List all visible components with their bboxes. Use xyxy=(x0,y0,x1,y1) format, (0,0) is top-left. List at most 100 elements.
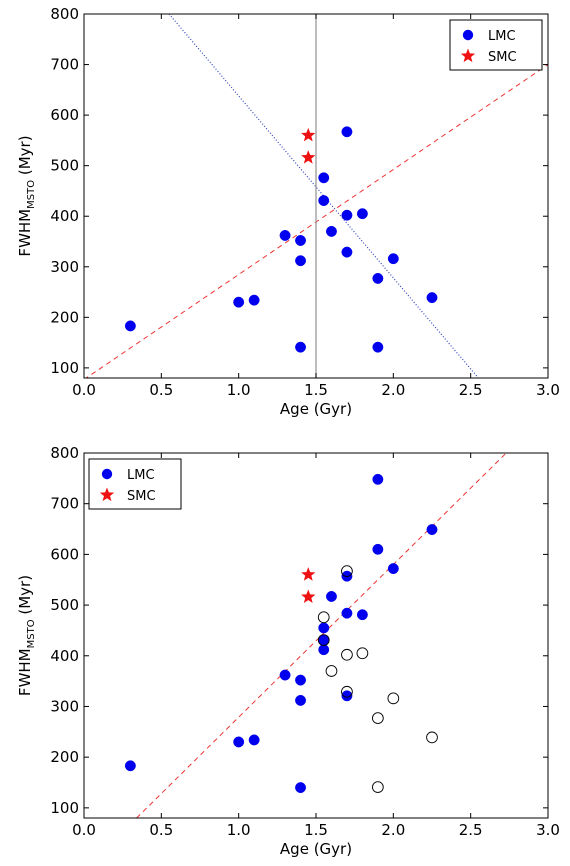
top-lmc-point xyxy=(341,126,353,138)
top-y-tick-label: 500 xyxy=(50,157,79,175)
top-lmc-point xyxy=(426,292,438,304)
bottom-lmc-point xyxy=(341,690,353,702)
bottom-x-tick-label: 0.0 xyxy=(72,821,96,839)
bottom-x-tick-label: 2.5 xyxy=(459,821,483,839)
bottom-y-axis-label-main: FWHM xyxy=(16,648,34,696)
bottom-y-tick-label: 300 xyxy=(50,697,79,715)
top-smc-point xyxy=(301,150,316,164)
bottom-lmc-point xyxy=(356,609,368,621)
bottom-lmc-point xyxy=(326,591,337,602)
top-y-tick-label: 600 xyxy=(50,106,79,124)
bottom-legend: LMC SMC xyxy=(88,458,182,510)
bottom-lmc-point xyxy=(341,607,353,619)
top-x-axis-label: Age (Gyr) xyxy=(280,400,352,418)
top-lmc-point xyxy=(372,272,384,284)
top-x-tick-label: 3.0 xyxy=(536,381,560,399)
bottom-open-circle-point xyxy=(341,685,353,698)
bottom-lmc-point xyxy=(295,694,306,706)
top-x-tick-label: 0.0 xyxy=(72,381,96,399)
bottom-x-axis-label: Age (Gyr) xyxy=(280,840,352,858)
top-lmc-point xyxy=(372,341,384,353)
top-y-axis-label: FWHMMSTO (Myr) xyxy=(16,135,37,256)
top-legend-lmc-marker xyxy=(462,29,474,41)
bottom-dashed-line xyxy=(136,453,507,818)
bottom-open-circle-point xyxy=(387,692,400,705)
bottom-y-tick-label: 600 xyxy=(50,545,79,563)
bottom-lmc-point xyxy=(372,543,384,555)
bottom-x-tick-label: 2.0 xyxy=(381,821,405,839)
bottom-y-tick-label: 200 xyxy=(50,748,79,766)
top-lmc-point xyxy=(326,225,337,237)
bottom-y-tick-label: 400 xyxy=(50,647,79,665)
top-lmc-point xyxy=(387,253,399,265)
bottom-legend-box xyxy=(88,458,182,510)
bottom-lmc-point xyxy=(318,622,330,634)
bottom-y-tick-label: 700 xyxy=(50,495,79,513)
bottom-open-circle-point xyxy=(426,731,438,744)
bottom-open-circle-point xyxy=(341,648,353,661)
bottom-y-tick-label: 500 xyxy=(50,596,79,614)
bottom-open-circle-point xyxy=(325,665,338,677)
bottom-lmc-point xyxy=(295,782,306,794)
bottom-lmc-point xyxy=(372,473,384,485)
top-lmc-point xyxy=(318,195,330,207)
bottom-open-circle-point xyxy=(317,634,330,646)
bottom-legend-lmc-marker xyxy=(101,468,113,480)
top-lmc-point xyxy=(248,294,260,306)
bottom-lmc-point xyxy=(233,736,245,748)
top-y-tick-label: 300 xyxy=(50,258,79,276)
bottom-lmc-point xyxy=(295,674,306,686)
bottom-x-tick-label: 3.0 xyxy=(536,821,560,839)
bottom-legend-label-smc: SMC xyxy=(127,489,156,504)
top-legend: LMC SMC xyxy=(449,19,543,71)
top-x-tick-label: 1.5 xyxy=(304,381,328,399)
bottom-lmc-point xyxy=(318,644,330,656)
top-legend-label-smc: SMC xyxy=(488,50,517,65)
bottom-legend-label-lmc: LMC xyxy=(127,468,155,483)
top-lmc-point xyxy=(341,246,353,258)
top-lmc-point xyxy=(356,208,368,220)
top-y-tick-label: 400 xyxy=(50,207,79,225)
top-y-tick-label: 800 xyxy=(50,5,79,23)
top-lmc-point xyxy=(318,172,330,184)
bottom-open-circle-point xyxy=(356,647,369,660)
bottom-lmc-point xyxy=(426,524,438,535)
top-lmc-point xyxy=(279,229,291,241)
bottom-x-tick-label: 1.0 xyxy=(227,821,251,839)
bottom-smc-point xyxy=(301,567,316,581)
bottom-y-tick-label: 800 xyxy=(50,444,79,462)
top-y-axis-label-main: FWHM xyxy=(16,209,34,257)
bottom-smc-point xyxy=(301,589,316,604)
bottom-lmc-point xyxy=(248,734,260,746)
top-smc-point xyxy=(301,127,316,142)
top-x-tick-label: 2.0 xyxy=(381,381,405,399)
bottom-y-axis-label-sub: MSTO xyxy=(26,619,37,648)
bottom-open-circle-point xyxy=(372,781,384,793)
top-x-tick-label: 0.5 xyxy=(149,381,173,399)
top-lmc-point xyxy=(295,341,306,353)
top-x-tick-label: 2.5 xyxy=(459,381,483,399)
top-y-axis-label-unit: (Myr) xyxy=(16,135,34,179)
bottom-panel: 0.0 0.5 1.0 1.5 2.0 2.5 3.0 100 200 300 400 500 600 7… xyxy=(16,444,560,858)
bottom-open-circle-point xyxy=(372,712,384,724)
top-y-axis-label-sub: MSTO xyxy=(26,180,37,209)
top-legend-smc-marker xyxy=(460,48,476,63)
bottom-open-circle-point xyxy=(341,565,353,577)
top-x-tick-label: 1.0 xyxy=(227,381,251,399)
top-lmc-point xyxy=(233,296,245,308)
top-y-tick-label: 100 xyxy=(50,359,79,377)
top-lmc-point xyxy=(295,235,306,246)
bottom-lmc-point xyxy=(124,760,136,772)
bottom-y-tick-label: 100 xyxy=(50,799,79,817)
bottom-lmc-point xyxy=(279,669,291,681)
top-legend-label-lmc: LMC xyxy=(488,29,516,44)
top-lmc-point xyxy=(124,320,136,332)
bottom-open-circle-point xyxy=(317,611,330,624)
top-y-tick-label: 200 xyxy=(50,308,79,326)
bottom-lmc-point xyxy=(387,563,399,575)
bottom-y-axis-label-unit: (Myr) xyxy=(16,575,34,619)
top-lmc-point xyxy=(295,255,306,267)
top-panel: 0.0 0.5 1.0 1.5 2.0 2.5 3.0 100 200 300 400 500 600 7… xyxy=(16,5,560,418)
